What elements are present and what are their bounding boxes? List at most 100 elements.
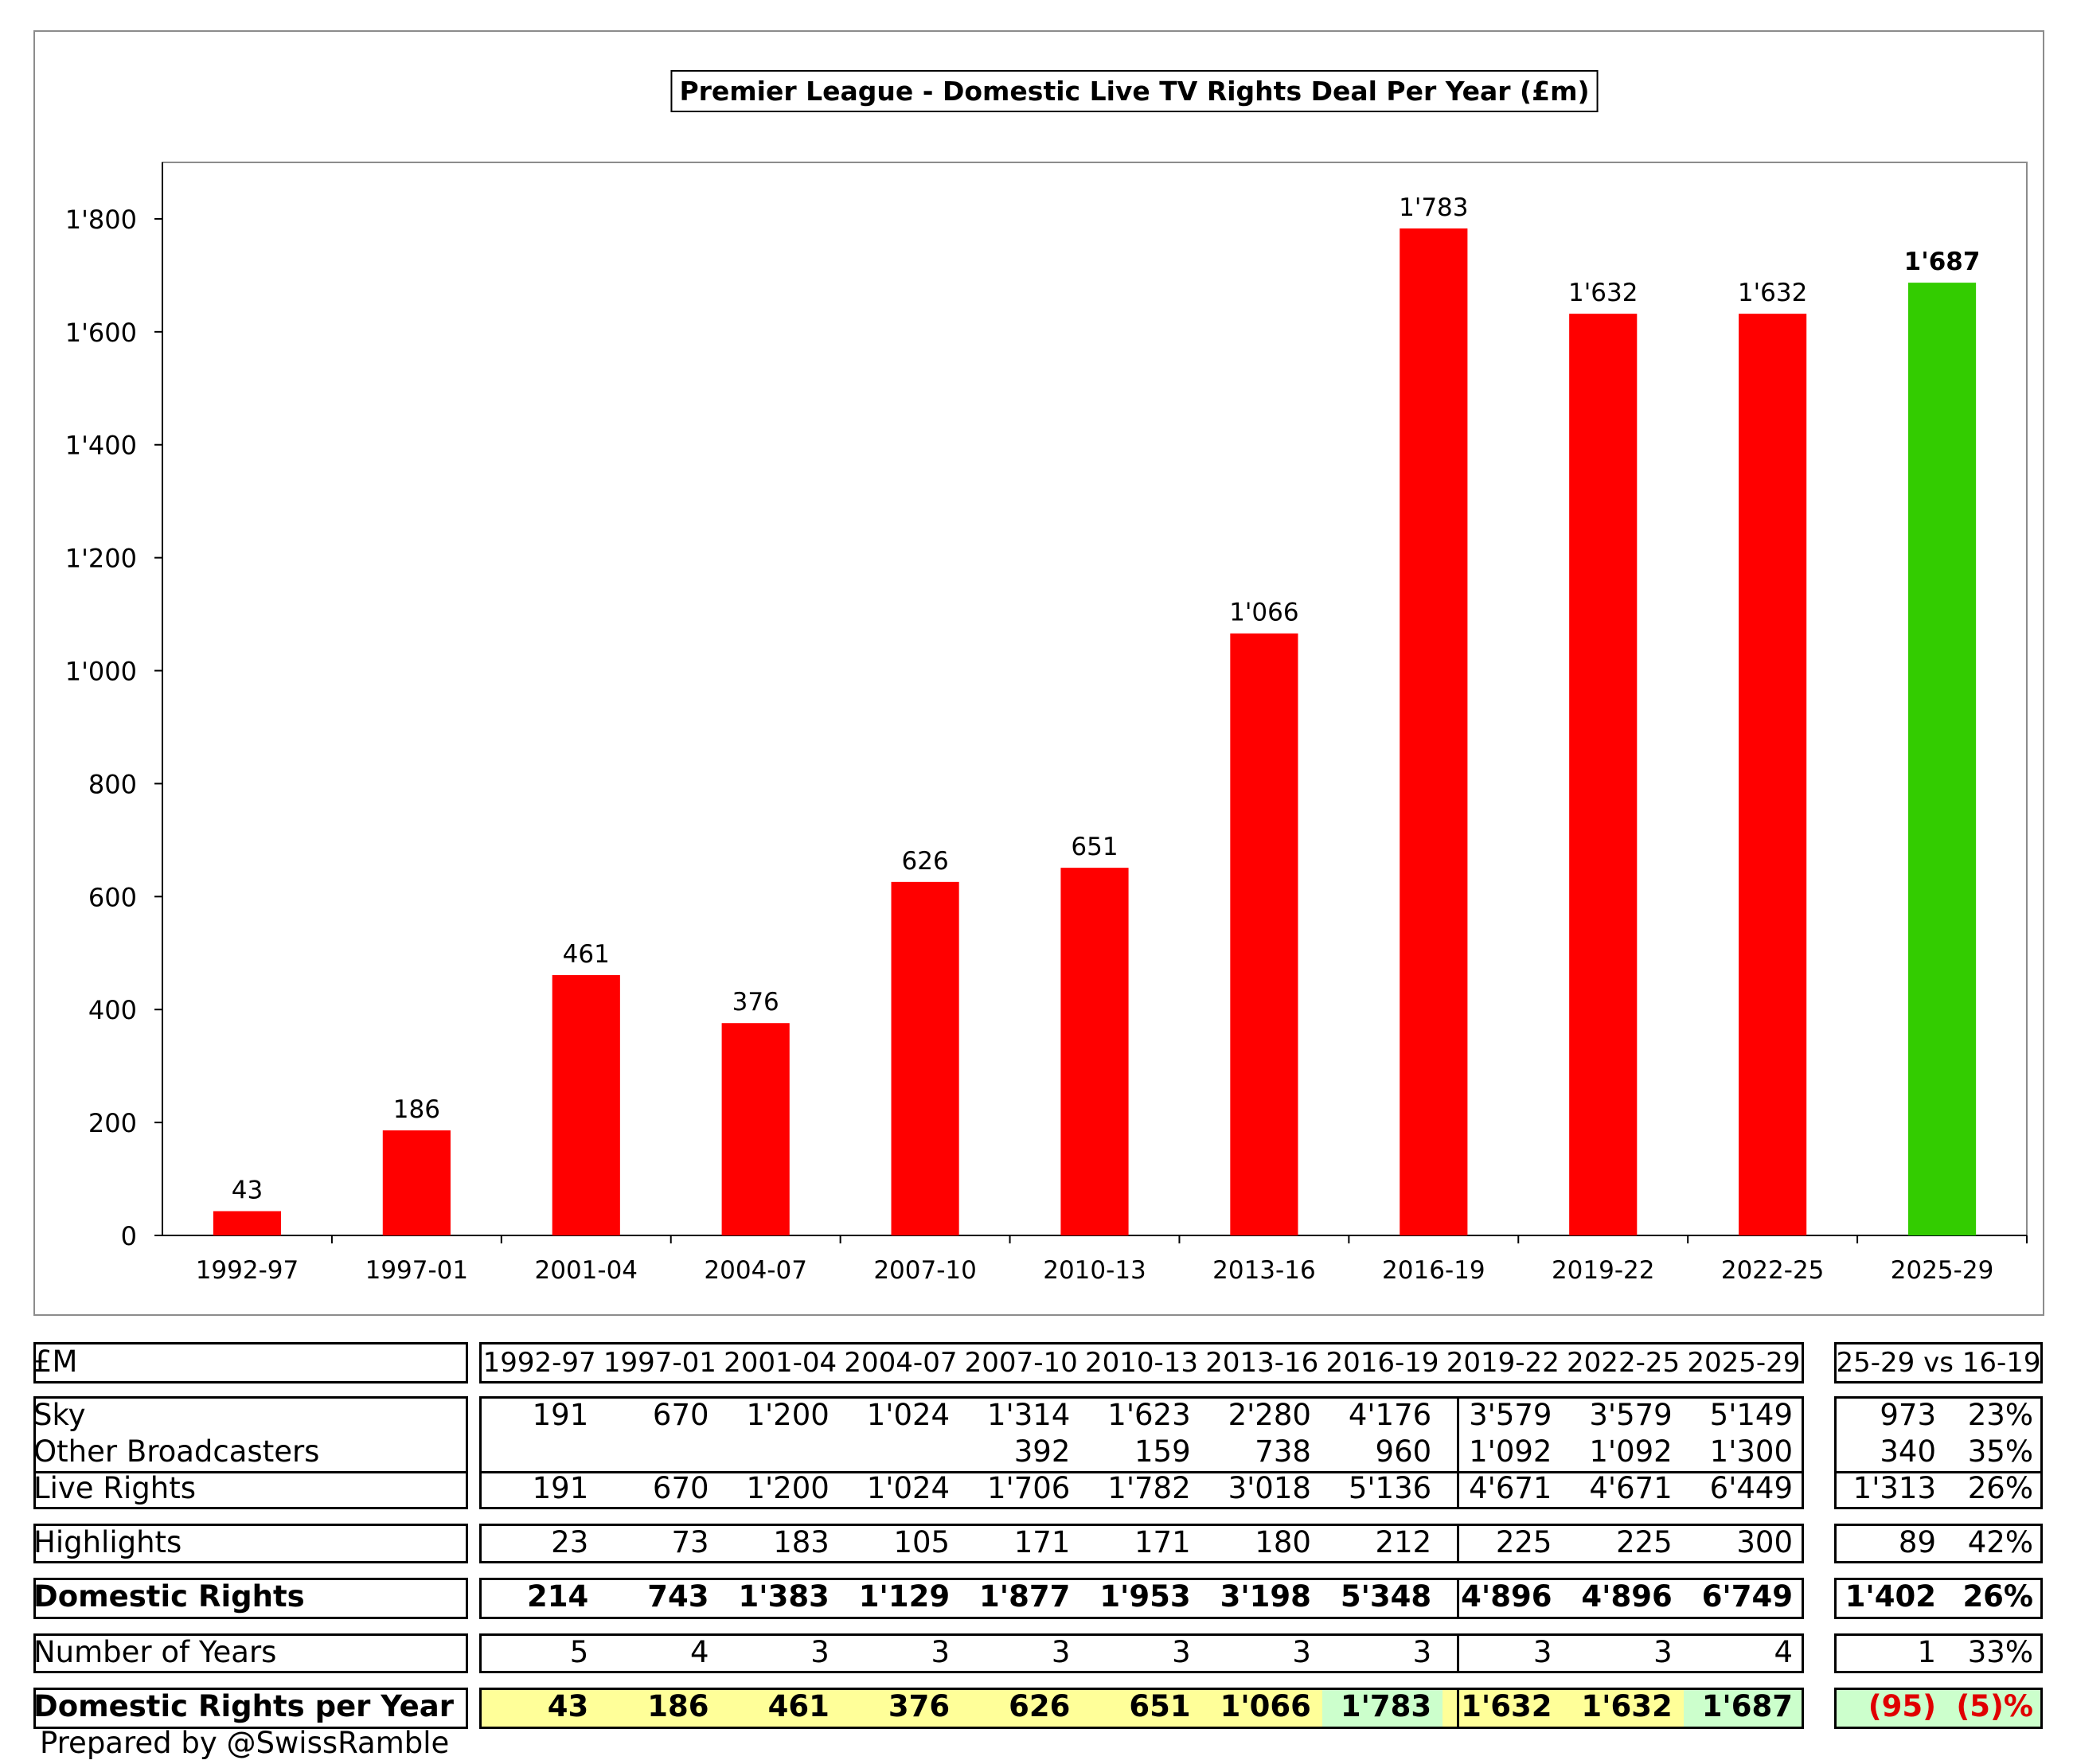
cell-sky: 3'579 <box>1589 1398 1673 1432</box>
y-tick-label: 600 <box>88 882 137 912</box>
data-label-2004-07: 376 <box>732 988 779 1017</box>
cell-highlights: 105 <box>893 1525 951 1559</box>
row-label-live-rights: Live Rights <box>33 1471 197 1505</box>
x-tick-label: 1992-97 <box>196 1256 299 1285</box>
cell-highlights: 171 <box>1013 1525 1071 1559</box>
cell-domestic-rights: 1'129 <box>858 1579 951 1614</box>
cell-number-of-years: 3 <box>1292 1635 1311 1669</box>
data-label-2001-04: 461 <box>563 940 610 969</box>
comparison-diff-highlights: 89 <box>1898 1525 1936 1559</box>
table-row-values-box <box>479 1633 1804 1673</box>
comparison-diff-sky: 973 <box>1880 1398 1936 1432</box>
table-row-separator <box>1834 1471 2043 1473</box>
cell-highlights: 225 <box>1495 1525 1552 1559</box>
highlight-green <box>1834 1688 2043 1729</box>
bar-2022-25 <box>1739 314 1807 1236</box>
cell-number-of-years: 3 <box>1172 1635 1191 1669</box>
y-tick-label: 400 <box>88 995 137 1025</box>
cell-number-of-years: 3 <box>931 1635 951 1669</box>
data-label-1997-01: 186 <box>393 1095 440 1124</box>
cell-number-of-years: 3 <box>810 1635 830 1669</box>
column-header: 2022-25 <box>1567 1347 1681 1379</box>
bar-2007-10 <box>891 881 959 1235</box>
cell-number-of-years: 3 <box>1653 1635 1673 1669</box>
x-tick-label: 2010-13 <box>1043 1256 1146 1285</box>
bar-2010-13 <box>1060 868 1129 1235</box>
cell-live-rights: 4'671 <box>1469 1471 1552 1505</box>
y-tick-label: 1'800 <box>65 205 137 235</box>
cell-sky: 670 <box>652 1398 709 1432</box>
table-row-label-box <box>33 1524 468 1563</box>
table-header-periods-box <box>479 1342 1804 1383</box>
data-label-2022-25: 1'632 <box>1738 279 1807 307</box>
row-label-other-broadcasters: Other Broadcasters <box>33 1434 320 1469</box>
cell-domestic-rights-per-year: 186 <box>647 1689 709 1723</box>
column-header: 2007-10 <box>964 1347 1078 1379</box>
y-tick-label: 0 <box>121 1221 137 1251</box>
data-label-2013-16: 1'066 <box>1229 599 1298 627</box>
bar-2001-04 <box>552 974 620 1235</box>
y-tick-label: 800 <box>88 769 137 799</box>
x-tick-label: 2016-19 <box>1382 1256 1485 1285</box>
column-header: 1992-97 <box>482 1347 596 1379</box>
column-header: 2013-16 <box>1205 1347 1319 1379</box>
row-label-sky: Sky <box>33 1398 86 1432</box>
comparison-diff-domestic-rights: 1'402 <box>1845 1579 1936 1614</box>
x-tick-label: 2022-25 <box>1721 1256 1825 1285</box>
x-tick-label: 2007-10 <box>873 1256 977 1285</box>
cell-other-broadcasters: 1'092 <box>1469 1434 1552 1469</box>
cell-other-broadcasters: 1'300 <box>1709 1434 1793 1469</box>
cell-live-rights: 1'782 <box>1107 1471 1191 1505</box>
table-row-values-box <box>479 1396 1804 1509</box>
cell-domestic-rights: 1'383 <box>738 1579 830 1614</box>
cell-domestic-rights-per-year: 1'632 <box>1581 1689 1673 1723</box>
cell-domestic-rights: 1'877 <box>979 1579 1071 1614</box>
x-tick-label: 2019-22 <box>1552 1256 1655 1285</box>
table-row-separator <box>33 1471 468 1473</box>
cell-live-rights: 3'018 <box>1228 1471 1311 1505</box>
cell-live-rights: 1'024 <box>866 1471 951 1505</box>
cell-domestic-rights: 5'348 <box>1340 1579 1432 1614</box>
cell-domestic-rights: 4'896 <box>1461 1579 1552 1614</box>
column-header: 2016-19 <box>1325 1347 1439 1379</box>
bar-2013-16 <box>1230 633 1298 1235</box>
bar-2016-19 <box>1400 228 1468 1235</box>
column-header: 2019-22 <box>1446 1347 1560 1379</box>
bar-2025-29 <box>1907 283 1977 1235</box>
table-row-label-box <box>33 1688 468 1729</box>
cell-domestic-rights: 214 <box>527 1579 589 1614</box>
cell-other-broadcasters: 1'092 <box>1589 1434 1673 1469</box>
data-label-2016-19: 1'783 <box>1399 193 1468 222</box>
cell-live-rights: 6'449 <box>1709 1471 1793 1505</box>
cell-number-of-years: 3 <box>1051 1635 1071 1669</box>
comparison-pct-sky: 23% <box>1967 1398 2033 1432</box>
cell-domestic-rights: 3'198 <box>1220 1579 1311 1614</box>
comparison-pct-domestic-rights: 26% <box>1962 1579 2033 1614</box>
highlight-green <box>1683 1688 1804 1729</box>
bar-2019-22 <box>1569 314 1638 1236</box>
table-row-comparison-box <box>1834 1688 2043 1729</box>
comparison-pct-domestic-rights-per-year: (5)% <box>1956 1689 2033 1723</box>
cell-domestic-rights-per-year: 1'783 <box>1340 1689 1432 1723</box>
cell-highlights: 300 <box>1736 1525 1793 1559</box>
cell-number-of-years: 3 <box>1412 1635 1432 1669</box>
column-header: 2010-13 <box>1084 1347 1199 1379</box>
comparison-diff-live-rights: 1'313 <box>1852 1471 1936 1505</box>
table-divider <box>1457 1578 1459 1619</box>
row-label-highlights: Highlights <box>33 1525 182 1559</box>
table-row-values-box <box>479 1688 1804 1729</box>
cell-domestic-rights: 743 <box>647 1579 709 1614</box>
row-label-domestic-rights-per-year: Domestic Rights per Year <box>33 1689 454 1723</box>
cell-highlights: 171 <box>1134 1525 1191 1559</box>
cell-sky: 1'024 <box>866 1398 951 1432</box>
table-header-comparison-box <box>1834 1342 2043 1383</box>
bar-1992-97 <box>213 1211 282 1235</box>
highlight-yellow <box>479 1688 1322 1729</box>
cell-number-of-years: 4 <box>1774 1635 1793 1669</box>
x-tick-label: 2013-16 <box>1212 1256 1316 1285</box>
data-label-2025-29: 1'687 <box>1904 248 1981 276</box>
cell-sky: 1'314 <box>987 1398 1071 1432</box>
cell-sky: 1'200 <box>746 1398 830 1432</box>
table-row-comparison-box <box>1834 1578 2043 1619</box>
cell-other-broadcasters: 960 <box>1375 1434 1432 1469</box>
